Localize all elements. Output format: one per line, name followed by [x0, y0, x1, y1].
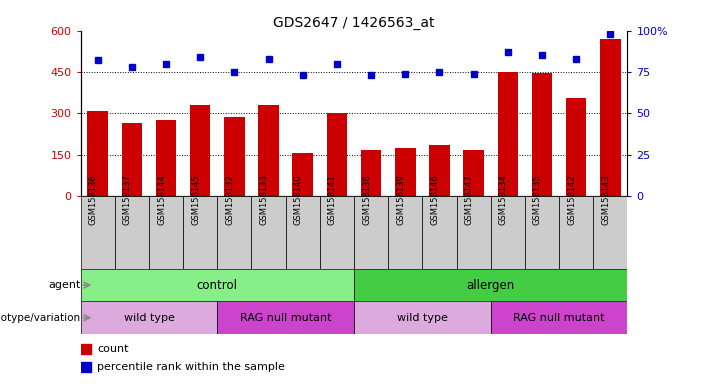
Bar [190, 105, 210, 196]
Bar [354, 301, 491, 334]
Bar [252, 196, 286, 269]
Bar [491, 301, 627, 334]
Text: GSM158142: GSM158142 [567, 174, 576, 225]
Title: GDS2647 / 1426563_at: GDS2647 / 1426563_at [273, 16, 435, 30]
Text: wild type: wild type [397, 313, 448, 323]
Text: GSM158136: GSM158136 [89, 174, 97, 225]
Text: count: count [97, 344, 128, 354]
Text: RAG null mutant: RAG null mutant [240, 313, 332, 323]
Bar [429, 145, 450, 196]
Text: GSM158137: GSM158137 [123, 174, 132, 225]
Bar [566, 98, 586, 196]
Bar [224, 118, 245, 196]
Text: GSM158133: GSM158133 [259, 174, 268, 225]
Text: GSM158145: GSM158145 [191, 174, 200, 225]
Bar [531, 73, 552, 196]
Text: GSM158143: GSM158143 [601, 174, 611, 225]
Text: GSM158147: GSM158147 [465, 174, 474, 225]
Bar [286, 196, 320, 269]
Bar [491, 196, 525, 269]
Text: RAG null mutant: RAG null mutant [513, 313, 605, 323]
Text: GSM158135: GSM158135 [533, 174, 542, 225]
Bar [456, 196, 491, 269]
Text: control: control [197, 279, 238, 291]
Text: allergen: allergen [467, 279, 515, 291]
Bar [388, 196, 422, 269]
Bar [498, 72, 518, 196]
Bar [217, 301, 354, 334]
Bar [354, 196, 388, 269]
Text: agent: agent [48, 280, 81, 290]
Text: GSM158138: GSM158138 [362, 174, 371, 225]
Bar [525, 196, 559, 269]
Text: GSM158139: GSM158139 [396, 174, 405, 225]
Bar [354, 269, 627, 301]
Text: GSM158134: GSM158134 [499, 174, 508, 225]
Text: percentile rank within the sample: percentile rank within the sample [97, 362, 285, 372]
Bar [593, 196, 627, 269]
Bar [600, 39, 620, 196]
Bar [183, 196, 217, 269]
Bar [156, 120, 176, 196]
Bar [122, 123, 142, 196]
Bar [327, 113, 347, 196]
Bar [320, 196, 354, 269]
Bar [81, 301, 217, 334]
Text: genotype/variation: genotype/variation [0, 313, 81, 323]
Text: GSM158132: GSM158132 [226, 174, 234, 225]
Bar [463, 150, 484, 196]
Text: GSM158141: GSM158141 [328, 174, 337, 225]
Text: wild type: wild type [123, 313, 175, 323]
Bar [88, 111, 108, 196]
Bar [217, 196, 252, 269]
Text: GSM158140: GSM158140 [294, 174, 303, 225]
Text: GSM158146: GSM158146 [430, 174, 440, 225]
Bar [395, 148, 416, 196]
Bar [559, 196, 593, 269]
Bar [149, 196, 183, 269]
Bar [292, 153, 313, 196]
Bar [81, 269, 354, 301]
Bar [422, 196, 456, 269]
Bar [361, 151, 381, 196]
Bar [81, 196, 115, 269]
Bar [115, 196, 149, 269]
Bar [258, 105, 279, 196]
Text: GSM158144: GSM158144 [157, 174, 166, 225]
